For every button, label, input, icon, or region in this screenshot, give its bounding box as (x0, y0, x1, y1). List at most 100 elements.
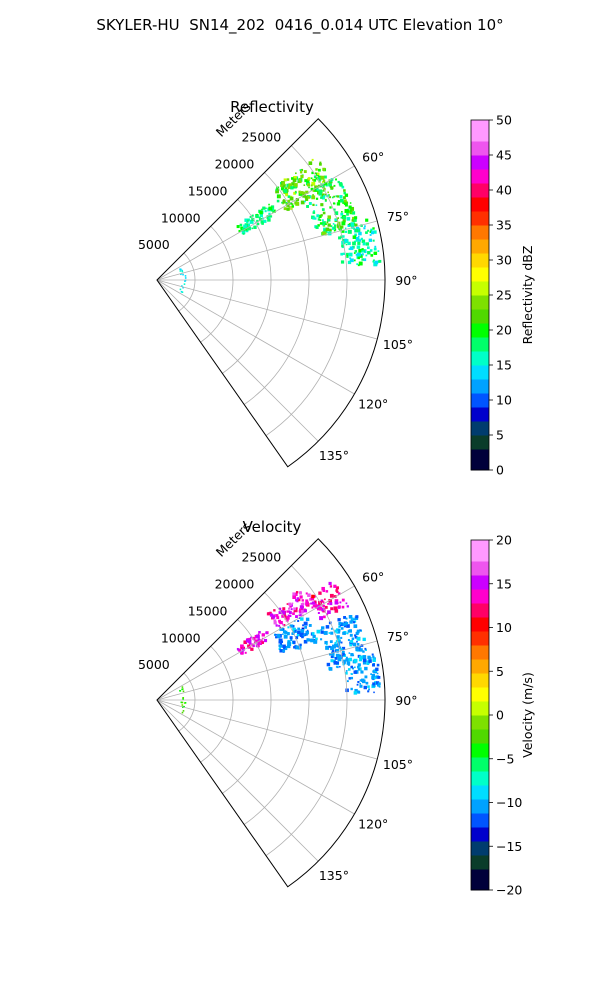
echo-gate (321, 626, 324, 630)
echo-gate (372, 683, 376, 687)
echo-gate (327, 602, 329, 605)
echo-gate (283, 624, 286, 626)
echo-gate (273, 621, 277, 625)
colorbar-segment (471, 211, 489, 226)
echo-gate (339, 601, 342, 604)
echo-gate (287, 204, 290, 208)
echo-gate (286, 632, 290, 636)
echo-gate (340, 225, 344, 229)
echo-gate (259, 213, 263, 218)
echo-gate (338, 621, 342, 626)
echo-gate (246, 220, 249, 224)
echo-gate (375, 681, 380, 685)
echo-gate (245, 229, 249, 233)
range-ring (265, 145, 348, 436)
azimuth-gridline (156, 699, 319, 862)
echo-gate (298, 634, 301, 636)
echo-gate (290, 608, 293, 611)
colorbar-segment (471, 617, 489, 632)
echo-gate (364, 647, 367, 650)
echo-gate (340, 641, 343, 644)
echo-gate (361, 248, 364, 251)
echo-gate (333, 661, 338, 665)
echo-gate (319, 616, 324, 621)
echo-gate (317, 176, 322, 181)
echo-gate (179, 689, 181, 692)
echo-gate (336, 645, 339, 648)
echo-gate (298, 610, 301, 613)
echo-gate (240, 226, 244, 230)
echo-gate (347, 639, 350, 642)
echo-gate (360, 224, 363, 227)
range-ring (222, 619, 272, 794)
echo-gate (333, 195, 336, 198)
echo-gate (315, 604, 318, 607)
echo-gate (259, 210, 263, 215)
echo-gate (301, 627, 305, 631)
echo-gate (366, 660, 371, 664)
echo-gate (366, 246, 370, 250)
echo-gate (306, 601, 309, 605)
echo-gate (372, 260, 374, 263)
echo-gate (295, 598, 298, 602)
echo-gate (341, 646, 346, 651)
range-ring (243, 592, 310, 825)
echo-gate (282, 630, 287, 634)
echo-gate (356, 636, 361, 641)
echo-gate (364, 675, 368, 679)
echo-gate (282, 607, 286, 611)
echo-gate (319, 161, 322, 164)
colorbar-label: Reflectivity dBZ (520, 246, 535, 345)
echo-gate (240, 647, 243, 650)
echo-gate (246, 219, 249, 222)
echo-gate (305, 197, 309, 201)
echo-gate (306, 638, 310, 642)
echo-gate (294, 629, 297, 632)
echo-gate (348, 205, 352, 209)
echo-gate (373, 230, 377, 234)
echo-gate (333, 184, 336, 187)
echo-gate (276, 633, 280, 637)
echo-gate (345, 243, 348, 246)
echo-gate (330, 225, 333, 228)
echo-gate (181, 704, 184, 706)
echo-gate (346, 632, 349, 635)
echo-gate (359, 684, 363, 688)
echo-gate (288, 183, 292, 187)
echo-gate (321, 586, 325, 591)
echo-gate (290, 186, 294, 190)
echo-gate (285, 618, 289, 622)
echo-gate (373, 691, 375, 694)
echo-gate (251, 643, 255, 647)
echo-gate (293, 176, 297, 180)
colorbar-tick-label: 15 (496, 358, 512, 373)
echo-gate (305, 617, 310, 622)
echo-gate (258, 218, 262, 222)
angular-tick-label: 75° (387, 629, 409, 644)
echo-gate (322, 211, 326, 215)
echo-gate (321, 219, 324, 222)
echo-gate (287, 626, 290, 629)
echo-gate (320, 203, 324, 207)
radial-tick-label: 25000 (241, 550, 281, 565)
echo-gate (278, 624, 281, 627)
echo-gate (271, 209, 274, 212)
echo-gate (296, 634, 300, 637)
colorbar-tick-label: 0 (496, 463, 504, 478)
echo-gate (328, 645, 331, 648)
echo-gate (295, 191, 297, 194)
echo-gate (322, 167, 326, 171)
echo-gate (282, 182, 286, 185)
echo-gate (289, 202, 293, 205)
angular-tick-label: 120° (358, 817, 388, 832)
echo-gate (247, 644, 251, 648)
colorbar-segment (471, 253, 489, 268)
echo-gate (263, 219, 267, 223)
echo-gate (334, 657, 338, 660)
echo-gate (356, 245, 361, 249)
range-ring (265, 565, 348, 856)
colorbar-segment (471, 841, 489, 856)
echo-gate (325, 184, 328, 187)
echo-gate (335, 628, 339, 631)
echo-gate (350, 222, 355, 227)
